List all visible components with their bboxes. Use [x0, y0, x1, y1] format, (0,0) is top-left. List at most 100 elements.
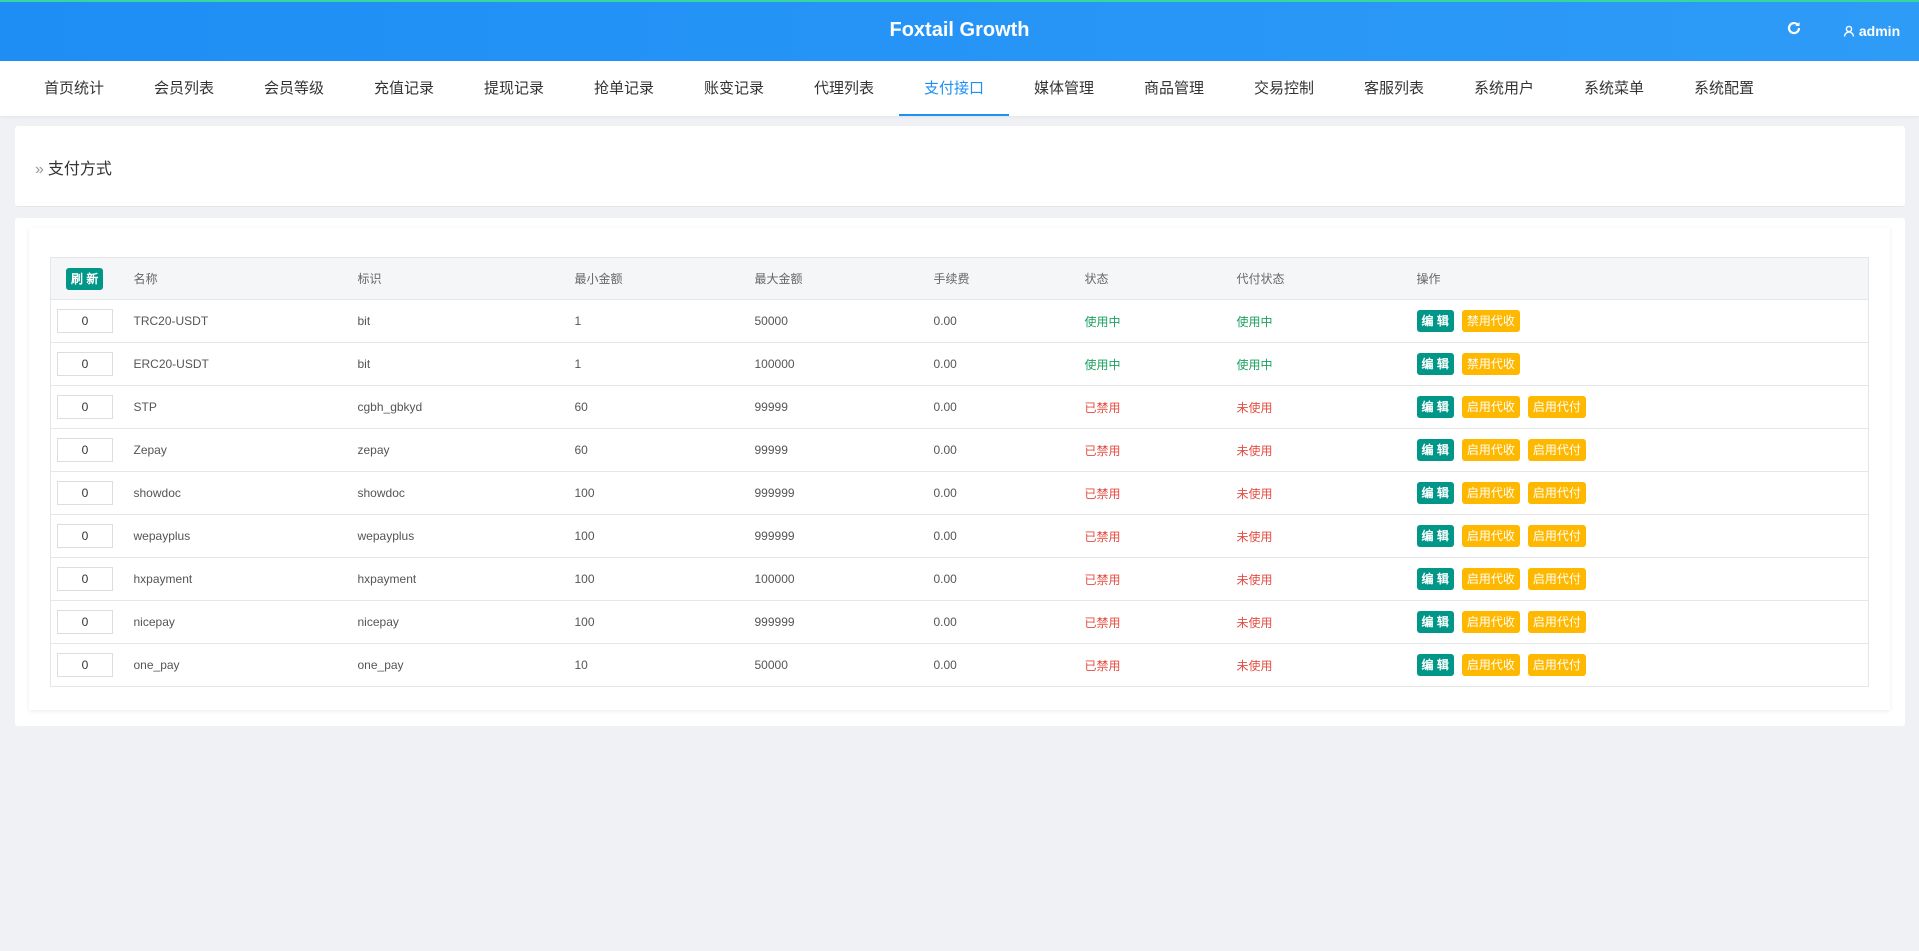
- action-button[interactable]: 编 辑: [1416, 310, 1454, 332]
- name-cell: nicepay: [133, 600, 358, 644]
- nav-item[interactable]: 交易控制: [1253, 80, 1314, 97]
- action-button[interactable]: 启用代付: [1527, 439, 1586, 461]
- fee-cell: 0.00: [933, 342, 1085, 386]
- action-button[interactable]: 编 辑: [1416, 353, 1454, 375]
- status-cell: 已禁用: [1084, 600, 1237, 644]
- max-cell: 999999: [754, 600, 934, 644]
- nav-item[interactable]: 充值记录: [373, 80, 434, 97]
- sort-cell: 0: [50, 514, 134, 558]
- sort-input[interactable]: 0: [57, 610, 113, 634]
- actions-cell: 编 辑启用代收 启用代付: [1416, 428, 1869, 472]
- action-button[interactable]: 禁用代收: [1461, 310, 1520, 332]
- sort-input[interactable]: 0: [57, 309, 113, 333]
- code-cell: showdoc: [357, 471, 575, 515]
- nav-item[interactable]: 商品管理: [1143, 80, 1204, 97]
- refresh-cell: 刷 新: [50, 257, 134, 300]
- breadcrumb: » 支付方式: [35, 161, 112, 178]
- action-button[interactable]: 启用代收: [1461, 482, 1520, 504]
- nav-item[interactable]: 系统配置: [1693, 80, 1754, 97]
- action-button[interactable]: 启用代付: [1527, 482, 1586, 504]
- sort-cell: 0: [50, 342, 134, 386]
- name-cell: one_pay: [133, 643, 358, 687]
- payout-cell: 使用中: [1236, 342, 1417, 386]
- sort-input[interactable]: 0: [57, 395, 113, 419]
- action-button[interactable]: 编 辑: [1416, 482, 1454, 504]
- header: Foxtail Growth admin: [0, 0, 1919, 61]
- action-button[interactable]: 启用代收: [1461, 568, 1520, 590]
- table-row: 0 STP cgbh_gbkyd 60 99999 0.00 已禁用 未使用编 辑启用代收 启用…: [50, 385, 1869, 429]
- nav-item[interactable]: 首页统计: [43, 80, 104, 97]
- sort-input[interactable]: 0: [57, 653, 113, 677]
- action-button[interactable]: 编 辑: [1416, 396, 1454, 418]
- action-button[interactable]: 启用代付: [1527, 654, 1586, 676]
- action-button[interactable]: 启用代收: [1461, 525, 1520, 547]
- status-cell: 使用中: [1084, 342, 1237, 386]
- action-button[interactable]: 启用代付: [1527, 396, 1586, 418]
- sort-input[interactable]: 0: [57, 438, 113, 462]
- action-button[interactable]: 编 辑: [1416, 654, 1454, 676]
- table-row: 0 nicepay nicepay 100 999999 0.00 已禁用 未使用编 辑启用代…: [50, 600, 1869, 644]
- action-button[interactable]: 启用代收: [1461, 439, 1520, 461]
- payout-cell: 未使用: [1236, 643, 1417, 687]
- fee-cell: 0.00: [933, 299, 1085, 343]
- action-button[interactable]: 启用代收: [1461, 611, 1520, 633]
- status-cell: 已禁用: [1084, 643, 1237, 687]
- fee-cell: 0.00: [933, 428, 1085, 472]
- sort-input[interactable]: 0: [57, 567, 113, 591]
- payout-cell: 未使用: [1236, 471, 1417, 515]
- action-button[interactable]: 编 辑: [1416, 611, 1454, 633]
- nav-item[interactable]: 代理列表: [813, 80, 874, 97]
- table-row: 0 ERC20-USDT bit 1 100000 0.00 使用中 使用中编 辑禁用代收: [50, 342, 1869, 386]
- column-header: 状态: [1084, 257, 1237, 300]
- nav-item[interactable]: 抢单记录: [593, 80, 654, 97]
- pay-table: 刷 新 名称 标识 最小金额 最大金额 手续费 状态 代付状态 操作 0 TRC20-USDT bi…: [50, 257, 1869, 687]
- user-menu[interactable]: admin: [1843, 23, 1900, 39]
- action-button[interactable]: 启用代付: [1527, 611, 1586, 633]
- actions-cell: 编 辑启用代收 启用代付: [1416, 471, 1869, 515]
- action-button[interactable]: 启用代付: [1527, 525, 1586, 547]
- sort-cell: 0: [50, 299, 134, 343]
- payout-cell: 未使用: [1236, 557, 1417, 601]
- table-row: 0 one_pay one_pay 10 50000 0.00 已禁用 未使用编 辑启用代收启…: [50, 643, 1869, 687]
- action-button[interactable]: 编 辑: [1416, 568, 1454, 590]
- nav-item[interactable]: 提现记录: [483, 80, 544, 97]
- actions-cell: 编 辑禁用代收: [1416, 342, 1869, 386]
- nav-item[interactable]: 账变记录: [703, 80, 764, 97]
- max-cell: 99999: [754, 428, 934, 472]
- sort-cell: 0: [50, 643, 134, 687]
- action-button[interactable]: 编 辑: [1416, 525, 1454, 547]
- nav-item[interactable]: 系统菜单: [1583, 80, 1644, 97]
- action-button[interactable]: 编 辑: [1416, 439, 1454, 461]
- min-cell: 100: [574, 557, 755, 601]
- payout-cell: 未使用: [1236, 600, 1417, 644]
- nav-item[interactable]: 客服列表: [1363, 80, 1424, 97]
- table-card: 刷 新 名称 标识 最小金额 最大金额 手续费 状态 代付状态 操作 0 TRC20-USDT bi…: [15, 218, 1905, 726]
- actions-cell: 编 辑启用代收 启用代付: [1416, 600, 1869, 644]
- action-button[interactable]: 启用代付: [1527, 568, 1586, 590]
- status-cell: 已禁用: [1084, 471, 1237, 515]
- code-cell: bit: [357, 342, 575, 386]
- action-button[interactable]: 启用代收: [1461, 396, 1520, 418]
- user-name: admin: [1858, 23, 1901, 39]
- nav-item[interactable]: 系统用户: [1473, 80, 1534, 97]
- nav-item[interactable]: 会员等级: [263, 80, 324, 97]
- name-cell: ERC20-USDT: [133, 342, 358, 386]
- action-button[interactable]: 启用代收: [1461, 654, 1520, 676]
- action-button[interactable]: 禁用代收: [1461, 353, 1520, 375]
- code-cell: bit: [357, 299, 575, 343]
- refresh-button[interactable]: 刷 新: [66, 267, 104, 290]
- sort-input[interactable]: 0: [57, 352, 113, 376]
- nav-item[interactable]: 媒体管理: [1033, 80, 1094, 97]
- column-header: 名称: [133, 257, 358, 300]
- min-cell: 60: [574, 428, 755, 472]
- code-cell: cgbh_gbkyd: [357, 385, 575, 429]
- sort-input[interactable]: 0: [57, 524, 113, 548]
- refresh-icon[interactable]: [1786, 20, 1802, 36]
- status-cell: 已禁用: [1084, 514, 1237, 558]
- payout-cell: 使用中: [1236, 299, 1417, 343]
- sort-cell: 0: [50, 557, 134, 601]
- sort-input[interactable]: 0: [57, 481, 113, 505]
- nav-item[interactable]: 支付接口: [899, 61, 1009, 116]
- column-header: 最大金额: [754, 257, 934, 300]
- nav-item[interactable]: 会员列表: [153, 80, 214, 97]
